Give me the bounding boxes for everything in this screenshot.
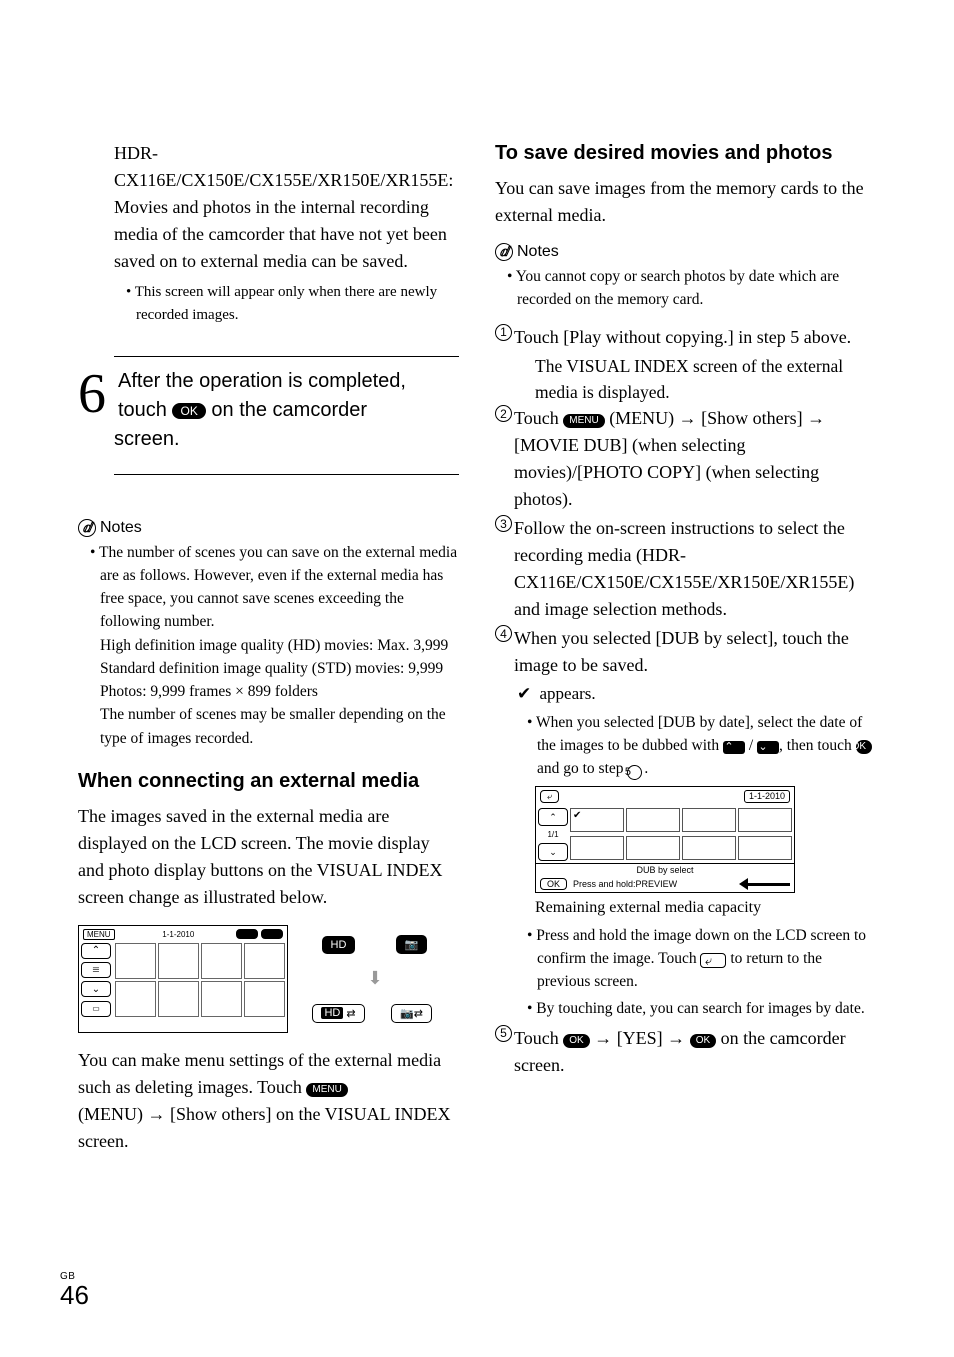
capacity-pointer <box>683 880 790 888</box>
heading-save: To save desired movies and photos <box>495 140 876 167</box>
note-hd: High definition image quality (HD) movie… <box>90 634 459 657</box>
circled-5-icon: 5 <box>627 765 642 780</box>
note-std: Standard definition image quality (STD) … <box>90 657 459 680</box>
notes-header-right: ⅆ Notes <box>495 243 876 261</box>
photo-icon: 📷 <box>396 935 428 954</box>
circled-3-icon: 3 <box>495 515 512 532</box>
down-button-icon: ⌄ <box>757 741 779 754</box>
menu-button-icon: MENU <box>306 1083 347 1097</box>
step6-line1: After the operation is completed, <box>118 370 406 392</box>
step-6-text: After the operation is completed, <box>114 367 459 396</box>
cell-check-icon: ✔ <box>573 810 581 821</box>
step1-body: The VISUAL INDEX screen of the external … <box>535 353 876 406</box>
post-figure-text: You can make menu settings of the extern… <box>78 1047 459 1101</box>
save-intro: You can save images from the memory card… <box>495 175 876 229</box>
divider-top <box>114 356 459 357</box>
dub-title: DUB by select <box>536 864 794 876</box>
step-6: 6 After the operation is completed, touc… <box>78 356 459 485</box>
page-number: GB 46 <box>60 1271 89 1311</box>
down-arrow-icon: ⬇ <box>367 968 382 989</box>
dub-ok-button: OK <box>540 878 567 890</box>
step4-bullet-date-search: • By touching date, you can search for i… <box>527 997 876 1020</box>
left-column: HDR-CX116E/CX150E/CX155E/XR150E/XR155E: … <box>78 140 459 1155</box>
note-depends: The number of scenes may be smaller depe… <box>90 703 459 750</box>
intro-bullet: • This screen will appear only when ther… <box>126 281 459 328</box>
step-number-6: 6 <box>78 369 106 419</box>
divider-bottom <box>114 474 459 475</box>
notes-label: Notes <box>100 519 142 537</box>
figure-caption: Remaining external media capacity <box>535 897 876 919</box>
vi-date: 1-1-2010 <box>162 930 194 939</box>
vi-media-icon: ▭ <box>81 1001 111 1017</box>
step6-line3: screen. <box>114 425 459 454</box>
model-list: HDR-CX116E/CX150E/CX155E/XR150E/XR155E: <box>114 140 459 194</box>
vi-up-icon: ⌃ <box>81 943 111 959</box>
visual-index-figure: MENU 1-1-2010 ⌃ ≡ ⌄ ▭ <box>78 925 459 1033</box>
ok-button-icon: OK <box>856 740 872 754</box>
step5-text: Touch OK → [YES] → OK on the camcorder s… <box>514 1025 876 1079</box>
back-icon: ⤶ <box>540 790 559 803</box>
circled-1-icon: 1 <box>495 324 512 341</box>
hd-movie-icon: HD <box>322 936 356 954</box>
display-buttons: HD 📷 ⬇ HD⇄ 📷⇄ <box>302 925 448 1033</box>
right-column: To save desired movies and photos You ca… <box>495 140 876 1155</box>
page-num-value: 46 <box>60 1280 89 1310</box>
visual-index-screen: MENU 1-1-2010 ⌃ ≡ ⌄ ▭ <box>78 925 288 1033</box>
dub-date: 1-1-2010 <box>744 790 790 803</box>
photo-ext-icon: 📷⇄ <box>391 1004 432 1023</box>
step4-text: When you selected [DUB by select], touch… <box>514 625 876 679</box>
post-figure-text-2: (MENU) → [Show others] on the VISUAL IND… <box>78 1101 459 1155</box>
step6-line2b: on the camcorder <box>211 399 367 421</box>
notes-label: Notes <box>517 243 559 261</box>
step2-text: Touch MENU (MENU) → [Show others] → [MOV… <box>514 405 876 513</box>
hd-ext-movie-icon: HD⇄ <box>312 1004 364 1023</box>
step-3: 3 Follow the on-screen instructions to s… <box>495 515 876 623</box>
dub-count: 1/1 <box>538 828 568 841</box>
step-4: 4 When you selected [DUB by select], tou… <box>495 625 876 679</box>
dub-hint: Press and hold:PREVIEW <box>573 879 677 889</box>
step1-text: Touch [Play without copying.] in step 5 … <box>514 324 876 351</box>
connect-body: The images saved in the external media a… <box>78 803 459 911</box>
step-1: 1 Touch [Play without copying.] in step … <box>495 324 876 351</box>
ok-button-icon: OK <box>690 1034 716 1048</box>
note-photos: Photos: 9,999 frames × 899 folders <box>90 680 459 703</box>
circled-5-icon: 5 <box>495 1025 512 1042</box>
vi-down-icon: ⌄ <box>81 981 111 997</box>
step-2: 2 Touch MENU (MENU) → [Show others] → [M… <box>495 405 876 513</box>
ok-button-icon: OK <box>563 1034 589 1048</box>
intro-text: Movies and photos in the internal record… <box>114 194 459 275</box>
notes-icon: ⅆ <box>78 519 96 537</box>
circled-2-icon: 2 <box>495 405 512 422</box>
note-copy-search: • You cannot copy or search photos by da… <box>507 265 876 312</box>
notes-icon: ⅆ <box>495 243 513 261</box>
step4-appears: ✔ appears. <box>517 681 876 707</box>
vi-chip-movie <box>236 929 258 939</box>
step4-bullet-date: • When you selected [DUB by date], selec… <box>527 711 876 781</box>
post-fig-1: You can make menu settings of the extern… <box>78 1050 441 1097</box>
check-icon: ✔ <box>517 684 531 703</box>
ok-button-icon: OK <box>172 403 205 419</box>
menu-button-icon: MENU <box>563 414 604 428</box>
vi-menu-label: MENU <box>83 929 115 940</box>
step4-bullet-hold: • Press and hold the image down on the L… <box>527 924 876 994</box>
dub-down-icon: ⌄ <box>538 843 568 861</box>
step-5: 5 Touch OK → [YES] → OK on the camcorder… <box>495 1025 876 1079</box>
dub-select-figure: ⤶ 1-1-2010 ⌃ 1/1 ⌄ ✔ DUB by select OK <box>535 786 795 893</box>
step6-line2a: touch <box>118 399 172 421</box>
up-button-icon: ⌃ <box>723 741 745 754</box>
dub-up-icon: ⌃ <box>538 808 568 826</box>
vi-chip-photo <box>261 929 283 939</box>
note-scenes: • The number of scenes you can save on t… <box>90 541 459 634</box>
step3-text: Follow the on-screen instructions to sel… <box>514 515 876 623</box>
vi-list-icon: ≡ <box>81 962 111 978</box>
notes-header-left: ⅆ Notes <box>78 519 459 537</box>
subheading-connect: When connecting an external media <box>78 768 459 795</box>
circled-4-icon: 4 <box>495 625 512 642</box>
back-button-icon: ⤶ <box>700 953 726 968</box>
